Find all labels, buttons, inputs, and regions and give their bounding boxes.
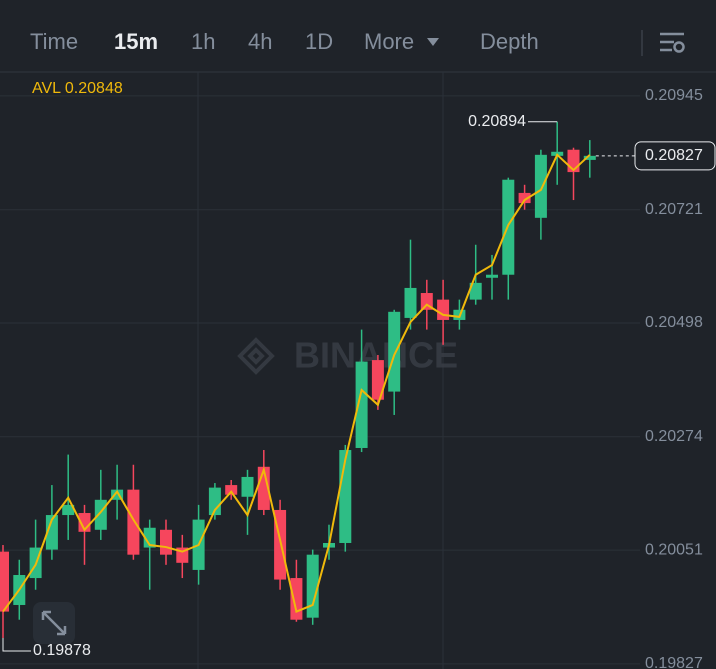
y-tick-label: 0.20721: [645, 201, 703, 218]
indicator-label: AVL 0.20848: [32, 80, 123, 97]
candle-body: [486, 274, 498, 278]
candle-body: [518, 192, 531, 204]
timeframe-tab[interactable]: 1D: [305, 29, 333, 54]
timeframe-tab[interactable]: 4h: [248, 29, 272, 54]
candle-body: [208, 487, 221, 516]
y-tick-label: 0.20498: [645, 314, 703, 331]
candle-body: [143, 527, 156, 548]
candle-body: [94, 499, 107, 530]
timeframe-tab[interactable]: More: [364, 29, 414, 54]
y-tick-label: 0.20945: [645, 87, 703, 104]
candle-body: [388, 311, 401, 392]
y-tick-label: 0.20274: [645, 428, 703, 445]
timeframe-tab[interactable]: Depth: [480, 29, 539, 54]
watermark-logo: [237, 337, 275, 375]
candle-body: [160, 529, 172, 555]
low-marker-line: [2, 638, 31, 652]
candle-body: [583, 155, 596, 160]
candle-body: [469, 282, 482, 300]
candle-body: [290, 578, 303, 620]
candle-body: [127, 489, 140, 555]
candle-body: [225, 485, 238, 495]
dropdown-caret: [427, 38, 439, 46]
candle-body: [62, 504, 75, 516]
y-tick-label: 0.19827: [645, 655, 703, 669]
candle-body: [306, 554, 319, 618]
high-marker-label: 0.20894: [468, 113, 526, 130]
low-marker-label: 0.19878: [33, 642, 91, 659]
candle-body: [371, 360, 384, 400]
candle-body: [0, 551, 9, 612]
candle-body: [355, 361, 368, 448]
timeframe-tab[interactable]: Time: [30, 29, 78, 54]
candle-body: [437, 299, 450, 320]
candle-body: [534, 154, 547, 218]
candle-body: [45, 515, 58, 550]
candle-body: [241, 476, 254, 497]
settings-icon[interactable]: [660, 32, 685, 53]
timeframe-tab[interactable]: 1h: [191, 29, 215, 54]
candle-body: [111, 489, 124, 500]
last-price-label: 0.20827: [645, 147, 703, 164]
expand-icon: [41, 610, 67, 636]
last-price-box: [634, 141, 716, 171]
moving-average-line: [2, 153, 591, 613]
candle-body: [404, 287, 417, 318]
timeframe-tab[interactable]: 15m: [114, 29, 158, 54]
y-tick-label: 0.20051: [645, 541, 703, 558]
